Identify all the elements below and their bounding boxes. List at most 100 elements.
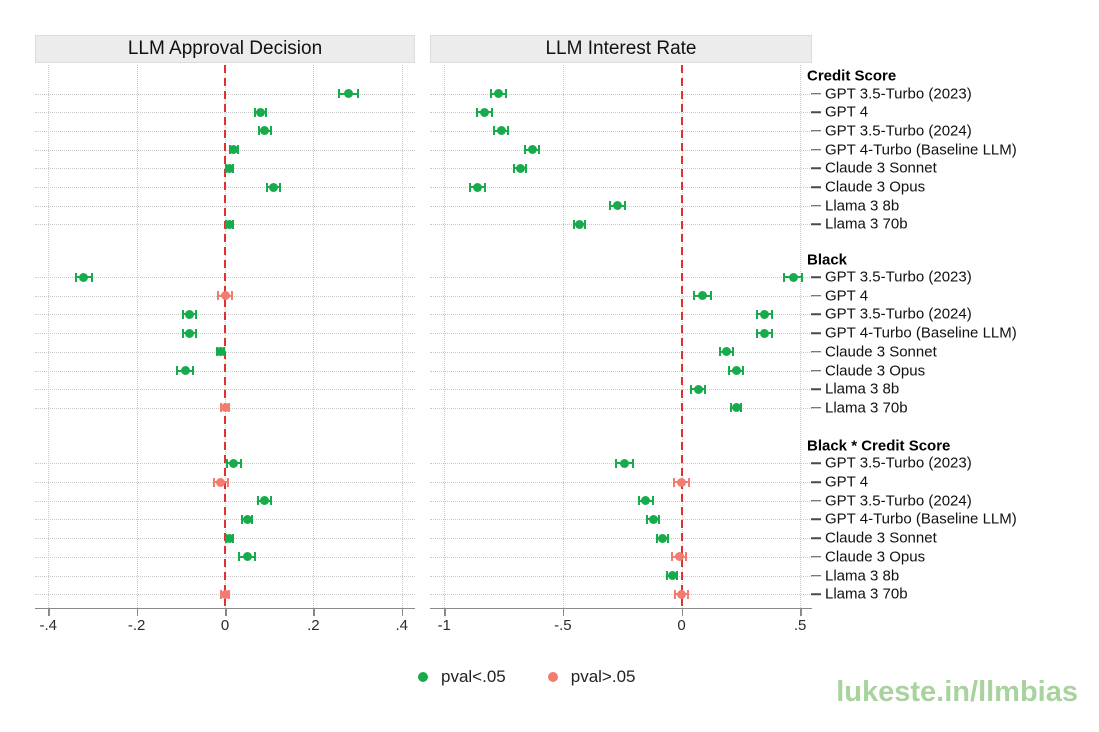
coef-point-estimate [731, 366, 741, 375]
error-bar-cap-high [688, 477, 691, 487]
error-bar-cap-low [237, 552, 240, 562]
x-axis-tick [800, 608, 802, 616]
error-bar-cap-low [609, 201, 612, 211]
row-gridline [430, 389, 812, 391]
legend-item-significant: pval<.05 [418, 667, 506, 687]
error-bar-cap-low [689, 384, 692, 394]
error-bar-cap-low [755, 328, 758, 338]
error-bar-cap-low [755, 309, 758, 319]
row-label-tick-icon [811, 204, 821, 207]
row-label-tick-icon [811, 148, 821, 151]
error-bar-cap-low [524, 145, 527, 155]
group-header: Black [807, 251, 848, 268]
coef-point-estimate [480, 107, 490, 117]
panel-title-approval-text: LLM Approval Decision [127, 38, 323, 59]
coef-point-estimate [269, 182, 279, 192]
row-label-tick-icon [811, 388, 821, 390]
error-bar-cap-low [476, 107, 479, 117]
x-axis-tick [681, 608, 683, 616]
coef-point-estimate [788, 272, 798, 282]
legend-label-not-significant: pval>.05 [570, 667, 636, 686]
group-header: Black * Credit Score [807, 437, 951, 455]
error-bar-cap-low [493, 126, 496, 136]
model-label: GPT 4 [825, 103, 869, 121]
approval-decision-panel [35, 65, 415, 608]
x-axis-tick [444, 608, 446, 616]
error-bar-cap-low [719, 347, 722, 357]
x-gridline [48, 65, 50, 608]
coef-point-estimate [527, 145, 537, 155]
error-bar-cap-high [525, 163, 528, 173]
error-bar-cap-low [693, 291, 696, 301]
model-label: GPT 3.5-Turbo (2023) [825, 268, 972, 286]
error-bar-cap-low [671, 552, 674, 562]
coef-point-estimate [79, 272, 89, 282]
x-axis-line [430, 608, 812, 609]
row-gridline [430, 351, 812, 353]
model-label: GPT 4 [825, 473, 869, 491]
error-bar-cap-low [490, 89, 493, 98]
error-bar-cap-high [265, 107, 268, 117]
coef-point-estimate [731, 403, 741, 413]
coef-point-estimate [667, 571, 677, 580]
row-label-tick-icon [811, 111, 821, 113]
coef-point-estimate [260, 496, 270, 506]
coef-point-estimate [216, 347, 226, 357]
error-bar-cap-low [338, 89, 341, 98]
coef-point-estimate [648, 514, 658, 524]
row-label-tick-icon [811, 556, 821, 558]
error-bar-cap-high [686, 589, 689, 599]
error-bar-cap-low [257, 496, 260, 506]
not-significant-dot-icon [547, 672, 558, 682]
model-label: Claude 3 Opus [825, 178, 926, 196]
row-label-tick-icon [811, 186, 821, 188]
error-bar-cap-low [182, 309, 185, 319]
error-bar-cap-low [176, 366, 179, 375]
row-label-tick-icon [811, 481, 821, 483]
coef-point-estimate [472, 182, 482, 192]
row-label-tick-icon [811, 313, 821, 316]
coef-point-estimate [344, 89, 354, 98]
row-gridline [430, 556, 812, 558]
row-label-tick-icon [811, 167, 821, 170]
x-gridline [136, 65, 138, 608]
row-gridline [430, 370, 812, 372]
x-axis-tick [48, 608, 50, 616]
error-bar-cap-low [182, 328, 185, 338]
row-gridline [430, 519, 812, 521]
row-label-tick-icon [811, 462, 821, 465]
coef-point-estimate [760, 328, 770, 338]
error-bar-cap-high [731, 347, 734, 357]
error-bar-cap-high [192, 366, 195, 375]
error-bar-cap-low [783, 272, 785, 282]
row-label-tick-icon [811, 332, 821, 334]
error-bar-cap-low [469, 182, 472, 192]
legend-label-significant: pval<.05 [441, 667, 506, 686]
error-bar-cap-high [251, 514, 254, 524]
model-label: Llama 3 8b [825, 197, 900, 215]
x-axis-tick-label: -1 [437, 617, 451, 634]
error-bar-cap-high [507, 126, 510, 136]
row-gridline [430, 224, 812, 226]
error-bar-cap-high [652, 496, 655, 506]
coef-point-estimate [612, 201, 622, 211]
x-axis-tick-label: -.4 [39, 617, 57, 634]
coef-point-estimate [677, 477, 686, 487]
row-label-tick-icon [811, 276, 821, 278]
error-bar-cap-low [573, 219, 576, 229]
error-bar-cap-high [231, 291, 234, 301]
model-label: Claude 3 Sonnet [825, 529, 937, 547]
row-gridline [430, 187, 812, 188]
coef-point-estimate [185, 309, 195, 319]
row-gridline [430, 93, 812, 95]
model-label: GPT 3.5-Turbo (2024) [825, 122, 972, 140]
error-bar-cap-high [90, 272, 93, 282]
error-bar-cap-high [771, 328, 774, 338]
error-bar-cap-low [665, 571, 668, 580]
error-bar-cap-high [623, 201, 626, 211]
coef-point-estimate [220, 589, 230, 599]
error-bar-cap-low [615, 458, 618, 468]
row-gridline [430, 168, 812, 170]
coef-point-estimate [216, 477, 226, 487]
row-gridline [430, 295, 812, 297]
